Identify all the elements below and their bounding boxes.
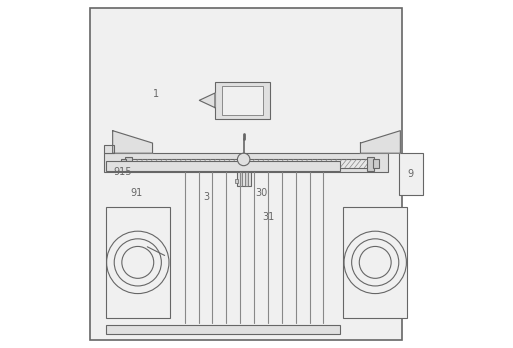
Polygon shape [200, 93, 215, 108]
Bar [104, 144, 114, 153]
Polygon shape [361, 130, 400, 153]
Bar [106, 161, 340, 171]
Bar [125, 159, 374, 168]
Bar [171, 171, 338, 325]
Text: 3: 3 [203, 191, 209, 201]
Bar [240, 172, 242, 186]
Bar [215, 82, 270, 119]
Text: 31: 31 [263, 212, 275, 222]
Bar [399, 153, 423, 195]
Circle shape [238, 153, 250, 166]
Text: 91: 91 [131, 188, 143, 198]
Bar [106, 325, 340, 334]
Bar [367, 157, 374, 171]
Bar [125, 157, 132, 171]
Bar [238, 172, 251, 186]
Bar [343, 207, 407, 318]
Bar [241, 159, 246, 172]
Polygon shape [113, 130, 152, 153]
Bar [222, 86, 264, 115]
Bar [106, 207, 170, 318]
Text: 1: 1 [153, 89, 159, 99]
Bar [373, 159, 379, 168]
Text: 30: 30 [255, 188, 268, 198]
Text: 9: 9 [408, 169, 414, 179]
Bar [234, 179, 238, 183]
Bar [121, 159, 126, 168]
Bar [104, 153, 388, 172]
Bar [245, 172, 248, 186]
Text: 915: 915 [114, 167, 132, 177]
